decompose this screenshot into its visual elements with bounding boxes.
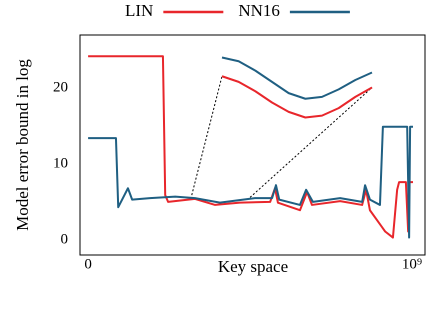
- data-line: [221, 75, 373, 119]
- x-tick-label: 10⁹: [402, 256, 422, 272]
- x-axis-label: Key space: [218, 257, 288, 276]
- y-tick-label: 20: [53, 80, 68, 96]
- legend-label: NN16: [238, 1, 280, 20]
- zoom-connector: [249, 87, 373, 198]
- plot-frame: [79, 34, 426, 256]
- legend-label: LIN: [125, 1, 153, 20]
- data-line: [88, 125, 414, 239]
- zoom-connector: [191, 76, 223, 196]
- y-tick-label: 10: [53, 155, 68, 171]
- y-axis-label: Model error bound in log: [13, 59, 32, 231]
- data-line: [88, 55, 414, 239]
- x-tick-label: 0: [84, 256, 92, 272]
- y-tick-label: 0: [61, 231, 69, 247]
- data-line: [221, 56, 373, 100]
